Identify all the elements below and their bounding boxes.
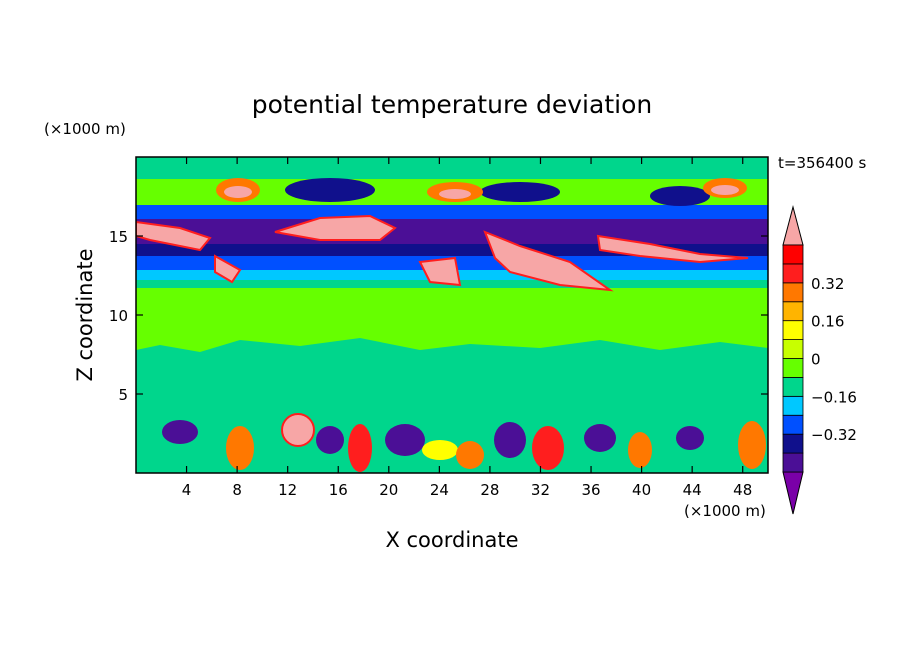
colorbar-swatch [782, 395, 804, 416]
field-blob-navy-2 [480, 182, 560, 202]
colorbar-swatch [782, 377, 804, 397]
x-axis-unit: (×1000 m) [684, 502, 766, 520]
x-tick-label: 28 [480, 481, 499, 499]
field-bottom-purple-4 [494, 422, 526, 458]
x-tick-label: 4 [182, 481, 192, 499]
chart-title: potential temperature deviation [252, 90, 652, 119]
field-streak-pink-2 [274, 214, 397, 241]
colorbar-swatch [782, 339, 804, 359]
field-blob-pink-3 [711, 185, 739, 195]
colorbar-swatch [782, 263, 804, 284]
colorbar-extend-high [782, 205, 804, 246]
colorbar-extend-low [782, 471, 804, 515]
colorbar-swatch [782, 244, 804, 265]
field-bottom-purple-5 [584, 424, 616, 452]
field-streak-pink-1 [136, 220, 212, 252]
field-bottom-pink-1 [281, 413, 315, 447]
y-axis-ticks: 5 10 15 [109, 228, 768, 404]
field-bottom-red-3 [456, 441, 484, 469]
field-blob-pink-1 [224, 186, 252, 198]
field-band-top-teal [136, 157, 768, 179]
x-tick-label: 36 [581, 481, 600, 499]
field-band-purple [136, 218, 768, 244]
colorbar-swatch [782, 301, 804, 322]
time-label: t=356400 s [778, 154, 866, 172]
field-bottom-purple-2 [316, 426, 344, 454]
field-bottom-purple-3 [385, 424, 425, 456]
field-streak-pink-4 [418, 256, 462, 287]
field-blob-navy-3 [650, 186, 710, 206]
field-blob-pink-2 [439, 189, 471, 199]
field-bottom-purple-1 [162, 420, 198, 444]
colorbar-tick-label: −0.16 [811, 388, 857, 406]
x-tick-label: 8 [232, 481, 242, 499]
field-bottom-red-4 [532, 426, 564, 470]
colorbar-tick-label: −0.32 [811, 426, 857, 444]
colorbar-swatch [782, 282, 804, 303]
x-tick-label: 44 [683, 481, 702, 499]
y-axis-unit: (×1000 m) [44, 120, 126, 138]
field-bottom-yellow-1 [422, 440, 458, 460]
x-tick-label: 32 [531, 481, 550, 499]
y-tick-label: 15 [109, 228, 128, 246]
colorbar-tick-label: 0 [811, 351, 821, 369]
field-streak-pink-5 [596, 234, 749, 264]
x-tick-label: 24 [430, 481, 449, 499]
x-tick-label: 12 [278, 481, 297, 499]
x-axis-ticks: 4 8 12 16 20 24 28 32 36 40 44 48 [182, 157, 752, 499]
x-axis-label: X coordinate [385, 528, 518, 552]
x-tick-label: 40 [632, 481, 651, 499]
field-band-blue-upper [136, 205, 768, 219]
y-tick-label: 5 [118, 386, 128, 404]
field-bottom-red-2 [348, 424, 372, 472]
field-blob-navy-1 [285, 178, 375, 202]
colorbar-tick-label: 0.16 [811, 313, 844, 331]
field-bottom-purple-6 [676, 426, 704, 450]
field-streak-pink-6 [214, 254, 242, 284]
colorbar-swatch [782, 433, 804, 454]
colorbar: 0.32 0.16 0 −0.16 −0.32 [782, 205, 857, 515]
field-bottom-red-6 [738, 421, 766, 469]
x-tick-label: 20 [379, 481, 398, 499]
y-axis-label: Z coordinate [73, 248, 97, 381]
field-bottom-red-1 [226, 426, 254, 470]
contour-field [136, 157, 768, 473]
colorbar-swatch [782, 452, 804, 473]
x-tick-label: 16 [329, 481, 348, 499]
colorbar-swatch [782, 358, 804, 378]
colorbar-tick-label: 0.32 [811, 275, 844, 293]
y-tick-label: 10 [109, 307, 128, 325]
field-streak-pink-3 [483, 230, 614, 292]
field-bottom-red-5 [628, 432, 652, 468]
x-tick-label: 48 [733, 481, 752, 499]
colorbar-swatch [782, 320, 804, 340]
field-region-lower-negative [136, 338, 768, 418]
colorbar-swatch [782, 414, 804, 435]
